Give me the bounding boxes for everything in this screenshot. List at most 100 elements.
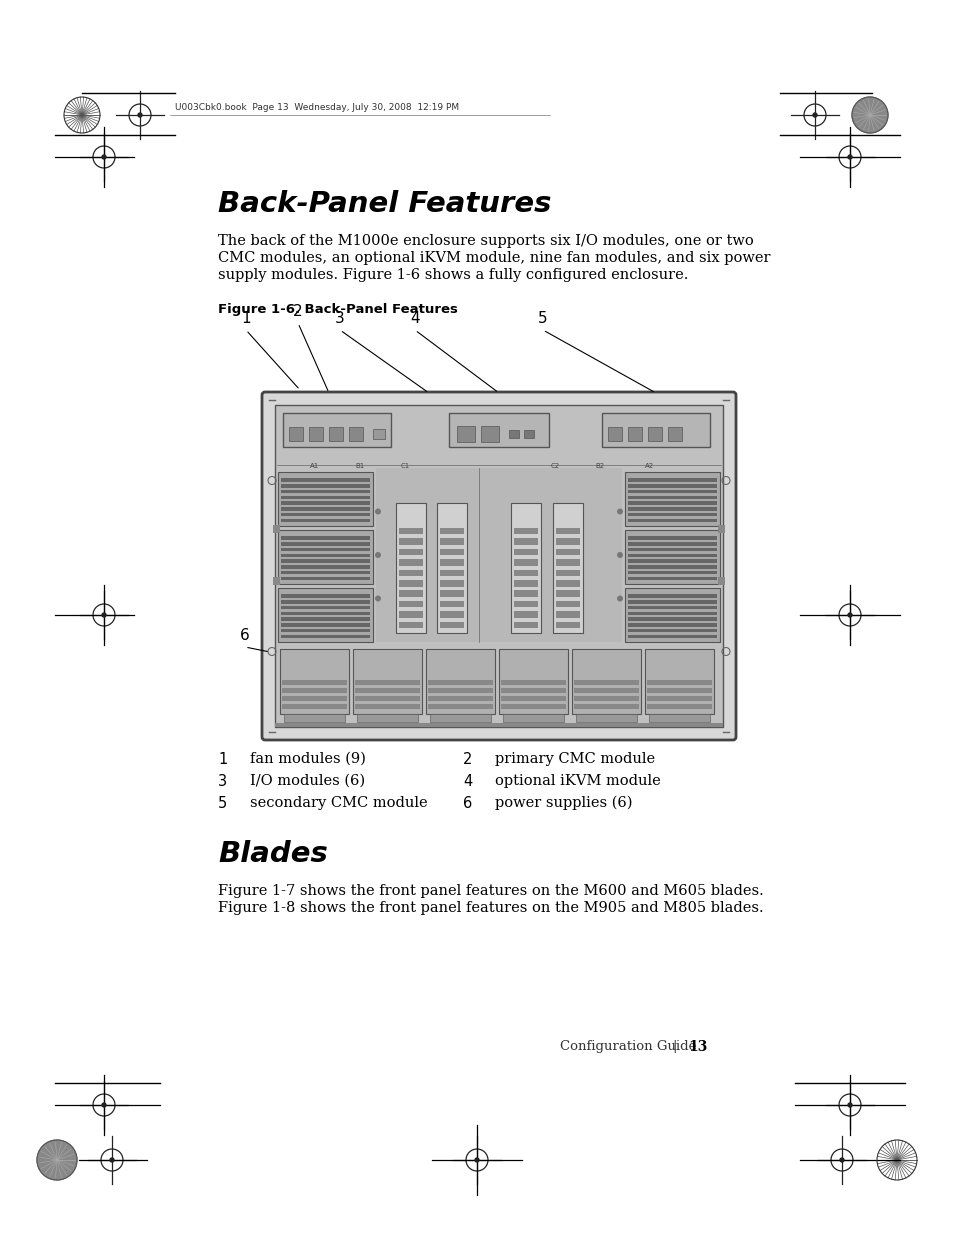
Bar bbox=[281, 559, 370, 563]
Bar bbox=[428, 688, 493, 693]
Bar bbox=[556, 569, 579, 576]
Bar bbox=[281, 519, 370, 522]
Text: primary CMC module: primary CMC module bbox=[495, 752, 655, 766]
Bar bbox=[281, 501, 370, 505]
Bar bbox=[514, 621, 537, 629]
Bar bbox=[398, 538, 422, 545]
Bar bbox=[281, 571, 370, 574]
Bar bbox=[627, 519, 717, 522]
Text: Configuration Guide: Configuration Guide bbox=[559, 1040, 696, 1053]
Circle shape bbox=[840, 1158, 843, 1162]
Text: Back-Panel Features: Back-Panel Features bbox=[218, 190, 551, 219]
Circle shape bbox=[375, 595, 380, 601]
Bar bbox=[627, 508, 717, 510]
Bar bbox=[281, 490, 370, 493]
Bar bbox=[646, 704, 711, 709]
Bar bbox=[644, 650, 713, 714]
Bar bbox=[456, 426, 475, 442]
Bar bbox=[440, 611, 464, 618]
Text: CMC modules, an optional iKVM module, nine fan modules, and six power: CMC modules, an optional iKVM module, ni… bbox=[218, 251, 770, 266]
Text: B2: B2 bbox=[595, 463, 604, 469]
Text: C2: C2 bbox=[550, 463, 559, 469]
Bar bbox=[627, 542, 717, 546]
Circle shape bbox=[375, 552, 380, 558]
Bar bbox=[353, 650, 421, 714]
Bar bbox=[648, 714, 709, 722]
Bar bbox=[426, 650, 495, 714]
Bar bbox=[514, 590, 537, 597]
Bar bbox=[574, 688, 639, 693]
Text: Figure 1-6.: Figure 1-6. bbox=[218, 303, 300, 316]
Bar bbox=[556, 601, 579, 608]
Bar bbox=[355, 680, 419, 685]
Bar bbox=[553, 503, 582, 634]
Bar bbox=[480, 426, 498, 442]
Bar bbox=[627, 635, 717, 638]
Bar bbox=[576, 714, 637, 722]
Bar bbox=[440, 601, 464, 608]
Bar bbox=[624, 530, 720, 584]
Circle shape bbox=[851, 98, 887, 133]
Bar bbox=[523, 430, 534, 438]
Circle shape bbox=[102, 613, 106, 618]
Bar bbox=[281, 600, 370, 604]
Bar bbox=[627, 622, 717, 626]
Bar bbox=[440, 580, 464, 587]
Bar bbox=[398, 580, 422, 587]
Bar bbox=[440, 559, 464, 566]
Circle shape bbox=[375, 509, 380, 515]
Bar bbox=[556, 548, 579, 556]
Bar bbox=[281, 484, 370, 488]
Bar bbox=[349, 427, 363, 441]
Bar bbox=[627, 536, 717, 540]
Bar bbox=[514, 580, 537, 587]
Bar bbox=[280, 650, 349, 714]
Bar bbox=[281, 606, 370, 609]
Bar bbox=[274, 405, 722, 727]
Bar bbox=[627, 629, 717, 632]
Text: 3: 3 bbox=[335, 311, 345, 326]
Bar bbox=[556, 538, 579, 545]
Bar bbox=[718, 525, 724, 532]
Circle shape bbox=[617, 552, 622, 558]
Bar bbox=[500, 688, 565, 693]
Text: 3: 3 bbox=[218, 774, 227, 789]
Bar bbox=[624, 588, 720, 642]
Bar bbox=[440, 527, 464, 535]
Text: secondary CMC module: secondary CMC module bbox=[250, 797, 427, 810]
Bar bbox=[281, 536, 370, 540]
Bar bbox=[282, 688, 347, 693]
Text: A1: A1 bbox=[310, 463, 319, 469]
Bar bbox=[500, 680, 565, 685]
Bar bbox=[437, 503, 467, 634]
Bar bbox=[281, 478, 370, 482]
Bar bbox=[282, 704, 347, 709]
Bar bbox=[556, 559, 579, 566]
Bar bbox=[282, 697, 347, 701]
Circle shape bbox=[812, 114, 816, 117]
Text: 1: 1 bbox=[241, 311, 251, 326]
Bar bbox=[627, 577, 717, 580]
Bar bbox=[281, 635, 370, 638]
Bar bbox=[428, 697, 493, 701]
Bar bbox=[440, 569, 464, 576]
Bar bbox=[627, 478, 717, 482]
Text: 4: 4 bbox=[410, 311, 419, 326]
Text: Back-Panel Features: Back-Panel Features bbox=[286, 303, 457, 316]
Bar bbox=[514, 527, 537, 535]
Bar bbox=[355, 704, 419, 709]
Text: 2: 2 bbox=[293, 304, 302, 319]
Circle shape bbox=[110, 1158, 113, 1162]
Bar bbox=[281, 495, 370, 499]
Text: 6: 6 bbox=[240, 629, 250, 643]
Bar bbox=[556, 621, 579, 629]
Text: 1: 1 bbox=[218, 752, 227, 767]
Bar bbox=[398, 548, 422, 556]
Bar bbox=[556, 611, 579, 618]
Circle shape bbox=[847, 1103, 851, 1107]
Bar bbox=[398, 559, 422, 566]
FancyBboxPatch shape bbox=[262, 391, 735, 740]
Bar bbox=[627, 594, 717, 598]
Bar bbox=[329, 427, 343, 441]
Bar bbox=[282, 680, 347, 685]
